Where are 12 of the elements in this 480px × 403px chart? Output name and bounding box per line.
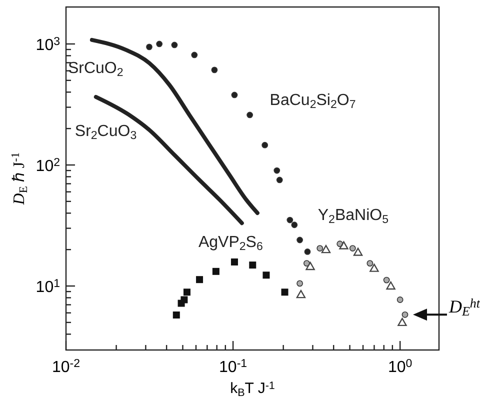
x-tick-label: 10$^{-2}$ <box>52 358 80 376</box>
x-axis-title: k$_{B}$T J$^{-1}$ <box>230 380 275 399</box>
x-tick-label: 10$^{-1}$ <box>219 358 248 376</box>
y-tick-label: 10$^{3}$ <box>36 36 60 54</box>
series-label: Sr$_{2}$CuO$_{3}$ <box>74 122 137 142</box>
series-label: BaCu$_{2}$Si$_{2}$O$_{7}$ <box>270 92 356 111</box>
series-label: SrCuO$_{2}$ <box>68 60 124 79</box>
series-label: Y$_{2}$BaNiO$_{5}$ <box>318 206 388 226</box>
x-tick-label: 10$^{0}$ <box>388 358 412 376</box>
y-tick-label: 10$^{1}$ <box>36 278 60 296</box>
series-label: AgVP$_{2}$S$_{6}$ <box>198 234 263 253</box>
y-tick-label: 10$^{2}$ <box>36 157 60 175</box>
